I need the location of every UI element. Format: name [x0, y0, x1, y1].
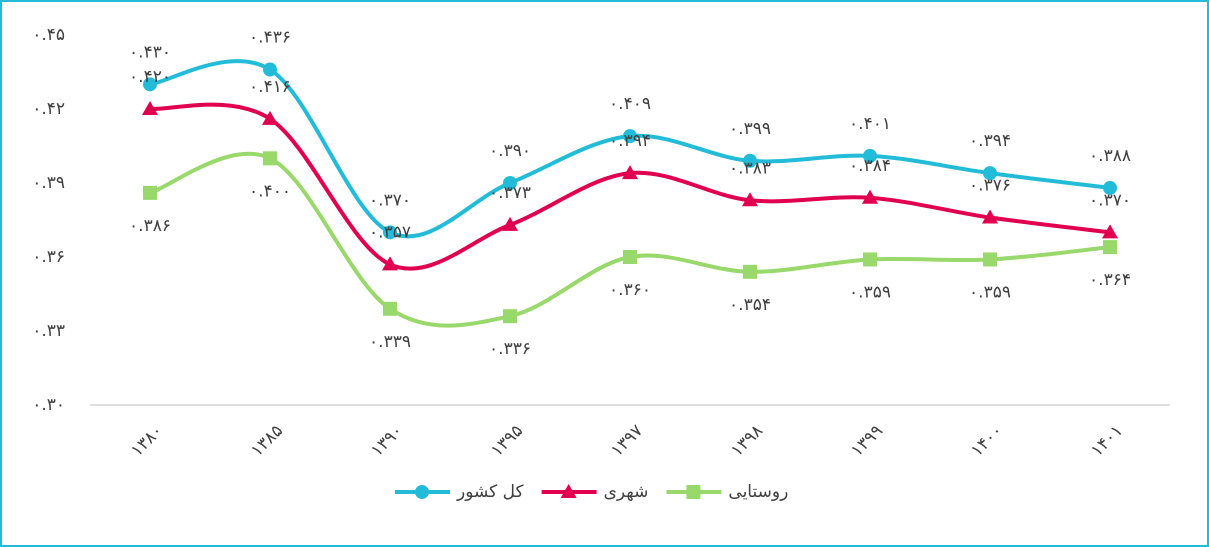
data-label: ۰.۳۹۴	[969, 131, 1011, 151]
point	[263, 62, 277, 77]
data-label: ۰.۳۸۶	[129, 216, 171, 236]
point	[862, 189, 878, 204]
point	[143, 185, 157, 200]
data-label: ۰.۳۷۶	[969, 176, 1011, 196]
data-label: ۰.۳۷۳	[489, 183, 531, 203]
data-label: ۰.۴۰۹	[609, 94, 651, 114]
point	[503, 309, 517, 324]
data-label: ۰.۳۵۴	[729, 295, 771, 315]
legend-label: کل کشور	[456, 482, 525, 502]
data-label: ۰.۳۷۰	[369, 190, 411, 210]
y-tick-label: ۰.۳۶	[32, 247, 65, 267]
point	[262, 110, 278, 125]
point	[263, 151, 277, 166]
data-label: ۰.۳۹۴	[609, 131, 651, 151]
y-tick-label: ۰.۳۹	[32, 173, 65, 193]
point	[382, 256, 398, 271]
point	[143, 77, 157, 92]
data-label: ۰.۳۳۶	[489, 339, 531, 359]
series-line	[149, 102, 1111, 271]
point	[502, 216, 518, 231]
y-tick-label: ۰.۴۲	[32, 99, 65, 119]
data-label: ۰.۳۸۳	[729, 158, 771, 178]
point	[863, 148, 877, 163]
y-tick-label: ۰.۳۳	[32, 321, 65, 341]
point	[1103, 240, 1117, 255]
series-line	[149, 59, 1111, 239]
data-label: ۰.۴۰۱	[849, 114, 891, 134]
point	[982, 209, 998, 224]
series-line	[149, 151, 1111, 328]
data-label: ۰.۳۸۴	[849, 156, 891, 176]
data-label: ۰.۳۵۹	[969, 282, 1011, 302]
data-label: ۰.۴۲۰	[129, 67, 171, 87]
data-label: ۰.۴۱۶	[249, 77, 291, 97]
point	[623, 250, 637, 264]
point	[743, 153, 757, 168]
data-label: ۰.۳۵۷	[369, 222, 411, 242]
legend-marker	[686, 485, 701, 499]
point	[503, 176, 517, 190]
data-label: ۰.۳۵۹	[849, 282, 891, 302]
legend-label: روستایی	[728, 482, 788, 502]
point	[383, 225, 397, 240]
legend-marker	[560, 484, 577, 498]
y-tick-label: ۰.۳۰	[32, 395, 65, 415]
y-tick-label: ۰.۴۵	[32, 25, 65, 45]
data-label: ۰.۳۹۰	[489, 141, 531, 161]
point	[623, 129, 637, 144]
point	[743, 264, 757, 279]
data-label: ۰.۴۳۶	[249, 28, 291, 48]
point	[1103, 180, 1117, 195]
data-label: ۰.۳۷۰	[1089, 190, 1131, 210]
data-label: ۰.۳۶۴	[1089, 270, 1131, 290]
data-label: ۰.۴۰۰	[249, 181, 291, 201]
point	[983, 252, 997, 267]
data-label: ۰.۳۳۹	[369, 332, 411, 352]
data-label: ۰.۴۳۰	[129, 42, 171, 62]
point	[383, 301, 397, 316]
point	[622, 165, 638, 180]
point	[863, 252, 877, 267]
point	[1102, 224, 1118, 239]
point	[142, 101, 158, 115]
data-label: ۰.۳۹۹	[729, 119, 771, 139]
data-label: ۰.۳۶۰	[609, 280, 651, 300]
point	[742, 192, 758, 207]
legend-label: شهری	[604, 482, 649, 502]
legend-marker	[415, 485, 429, 499]
point	[983, 166, 997, 181]
data-label: ۰.۳۸۸	[1089, 146, 1131, 166]
